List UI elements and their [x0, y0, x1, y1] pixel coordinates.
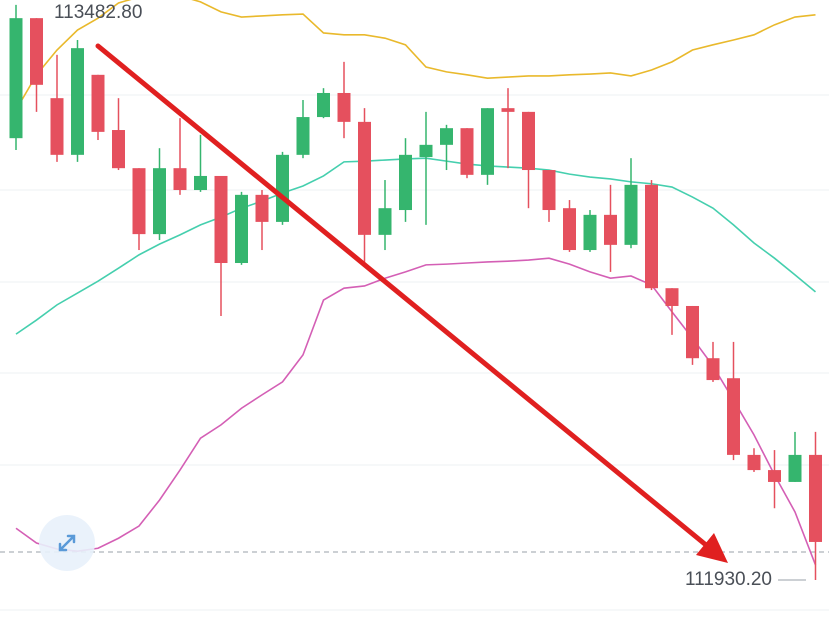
candle-body — [214, 175, 228, 264]
candle-body — [132, 168, 146, 235]
candle-body — [809, 454, 822, 542]
candle-body — [71, 48, 84, 155]
bands — [15, 0, 817, 566]
candle-body — [788, 454, 802, 482]
labels: 113482.80 111930.20 — [54, 2, 806, 590]
candle-body — [419, 144, 433, 158]
candle-body — [276, 154, 289, 222]
band-line — [15, 257, 817, 566]
candle-body — [30, 18, 43, 85]
candle-body — [460, 128, 474, 175]
candle-body — [378, 208, 392, 235]
expand-button[interactable] — [39, 515, 95, 571]
candle-body — [337, 92, 351, 122]
candle-body — [604, 214, 617, 245]
candle-body — [173, 168, 187, 191]
candle-body — [112, 130, 125, 169]
arrow-shaft — [95, 43, 709, 548]
candle-body — [522, 111, 535, 171]
candle-body — [563, 208, 576, 251]
candle-body — [645, 184, 658, 289]
candle-body — [194, 175, 207, 191]
candle-body — [501, 108, 515, 112]
candle-body — [440, 128, 453, 145]
arrow-head — [696, 533, 728, 563]
candle-body — [624, 184, 638, 245]
candle-body — [91, 74, 105, 132]
candle-body — [358, 121, 371, 235]
candle-body — [583, 214, 597, 251]
candle-body — [255, 194, 269, 222]
candle-body — [727, 378, 740, 455]
candle-body — [50, 98, 64, 155]
candle-body — [153, 168, 166, 235]
candles — [9, 4, 822, 581]
low-label: 111930.20 — [685, 569, 772, 590]
candle-body — [665, 288, 679, 306]
candle-body — [542, 170, 556, 211]
trend-arrow — [95, 43, 728, 563]
candle-body — [747, 454, 761, 471]
high-label: 113482.80 — [54, 2, 142, 23]
candle-body — [399, 154, 412, 211]
candle-body — [235, 194, 248, 264]
candle-body — [706, 358, 720, 381]
candle-body — [9, 18, 23, 139]
band-line — [15, 0, 816, 111]
candle-body — [768, 470, 781, 482]
candle-body — [686, 305, 699, 359]
candle-body — [317, 92, 330, 118]
background-grid — [0, 94, 829, 611]
candle-body — [296, 117, 310, 155]
expand-icon[interactable] — [58, 534, 76, 552]
band-line — [15, 157, 817, 335]
candle-body — [481, 108, 494, 175]
